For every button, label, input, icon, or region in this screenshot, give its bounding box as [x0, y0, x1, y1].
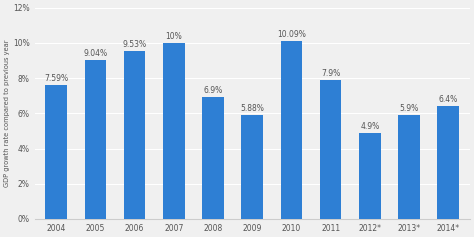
Bar [124, 51, 146, 219]
Text: 9.53%: 9.53% [122, 40, 146, 49]
Text: 10%: 10% [165, 32, 182, 41]
Text: 5.88%: 5.88% [240, 104, 264, 113]
Text: 9.04%: 9.04% [83, 49, 108, 58]
Y-axis label: GDP growth rate compared to previous year: GDP growth rate compared to previous yea… [4, 40, 10, 187]
Bar [84, 60, 106, 219]
Bar [46, 85, 67, 219]
Bar [320, 80, 341, 219]
Text: 4.9%: 4.9% [360, 122, 380, 131]
Bar [359, 133, 381, 219]
Text: 6.4%: 6.4% [438, 95, 458, 104]
Bar [202, 97, 224, 219]
Bar [398, 115, 420, 219]
Bar [163, 43, 184, 219]
Text: 5.9%: 5.9% [400, 104, 419, 113]
Text: 6.9%: 6.9% [203, 86, 223, 95]
Bar [438, 106, 459, 219]
Text: 7.59%: 7.59% [44, 74, 68, 83]
Bar [281, 41, 302, 219]
Text: 7.9%: 7.9% [321, 69, 340, 78]
Bar [241, 115, 263, 219]
Text: 10.09%: 10.09% [277, 30, 306, 39]
